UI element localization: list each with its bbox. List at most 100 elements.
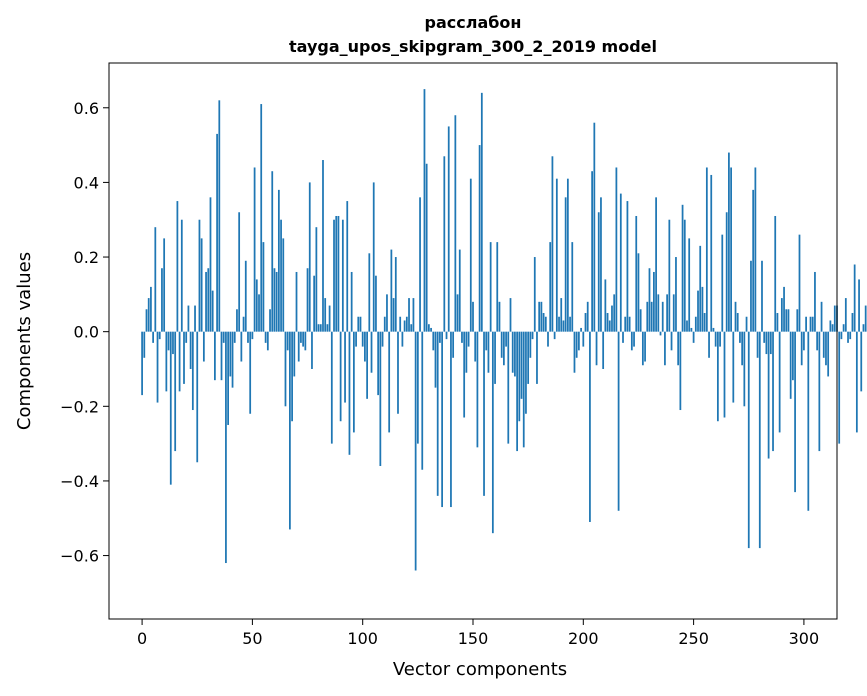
bar: [207, 268, 210, 332]
bar: [366, 331, 368, 399]
bar: [280, 219, 282, 332]
bar: [339, 331, 342, 422]
bar: [851, 313, 854, 332]
bar: [222, 331, 225, 343]
bar: [628, 316, 631, 332]
bar: [240, 331, 243, 362]
x-tick-label: 100: [347, 629, 378, 648]
bar: [622, 331, 624, 343]
bar: [553, 331, 556, 340]
bar: [701, 286, 704, 332]
bar: [787, 309, 790, 332]
bar: [463, 331, 466, 418]
bar: [271, 171, 274, 332]
bar: [355, 331, 357, 347]
bar: [500, 331, 503, 358]
bar: [750, 260, 752, 332]
bar: [357, 316, 360, 332]
bar: [789, 331, 792, 399]
bar: [458, 249, 461, 332]
bar: [716, 331, 719, 422]
bar: [849, 331, 852, 340]
x-tick-label: 150: [458, 629, 489, 648]
bar: [659, 331, 662, 336]
bar: [333, 219, 335, 332]
bar: [758, 331, 761, 549]
bar: [818, 331, 821, 452]
bar: [302, 331, 305, 347]
bar: [549, 242, 552, 332]
bar: [443, 156, 446, 332]
bar: [469, 178, 472, 332]
bar: [326, 324, 329, 332]
bar: [430, 327, 432, 332]
bar: [580, 327, 582, 332]
bar: [578, 331, 580, 351]
bar: [800, 331, 803, 366]
bar: [690, 327, 693, 332]
bar: [183, 331, 185, 384]
bar: [527, 331, 530, 384]
bar: [214, 331, 216, 381]
bar: [670, 331, 673, 351]
bar: [397, 331, 399, 414]
bar: [619, 193, 622, 332]
x-tick-label: 0: [137, 629, 147, 648]
bar: [154, 227, 157, 332]
bar: [377, 331, 380, 396]
bar: [476, 331, 479, 448]
bar: [558, 316, 560, 332]
bar: [176, 201, 179, 332]
bar: [573, 331, 576, 373]
bar: [672, 294, 675, 332]
bar: [542, 313, 545, 332]
bar: [474, 331, 477, 362]
bar: [593, 122, 596, 332]
bar: [359, 316, 362, 332]
x-tick-label: 250: [678, 629, 709, 648]
bar: [350, 271, 353, 332]
bar: [547, 331, 549, 347]
bar: [666, 294, 669, 332]
bar: [205, 271, 207, 332]
bar: [244, 260, 247, 332]
bar: [564, 197, 567, 332]
bar: [767, 331, 770, 459]
bar: [708, 331, 710, 358]
bar: [145, 309, 148, 332]
bar: [368, 253, 371, 332]
bar: [604, 279, 607, 332]
bar: [447, 126, 450, 332]
bar: [185, 331, 188, 343]
bars-group: [141, 89, 867, 571]
bar: [769, 331, 772, 355]
bar: [487, 331, 490, 373]
bar: [381, 331, 384, 347]
bar: [392, 298, 395, 332]
bar: [198, 219, 201, 332]
bar: [639, 309, 642, 332]
bar: [763, 331, 766, 343]
bar: [776, 313, 779, 332]
bar: [456, 294, 459, 332]
bar: [489, 242, 492, 332]
bar: [692, 331, 695, 343]
bar: [730, 167, 732, 332]
bar: [187, 305, 190, 332]
bar: [778, 331, 781, 433]
bar: [324, 298, 327, 332]
bar: [803, 331, 805, 351]
bar: [833, 305, 836, 332]
x-tick-label: 200: [568, 629, 599, 648]
plot-frame: [108, 62, 838, 620]
bar: [626, 201, 629, 332]
chart-title: расслабон: [425, 13, 522, 32]
bar: [405, 316, 408, 332]
bar: [712, 327, 715, 332]
bar: [641, 331, 644, 366]
bar: [732, 331, 735, 403]
bar: [209, 197, 212, 332]
bar: [761, 260, 763, 332]
bar: [174, 331, 177, 452]
bar: [225, 331, 227, 564]
